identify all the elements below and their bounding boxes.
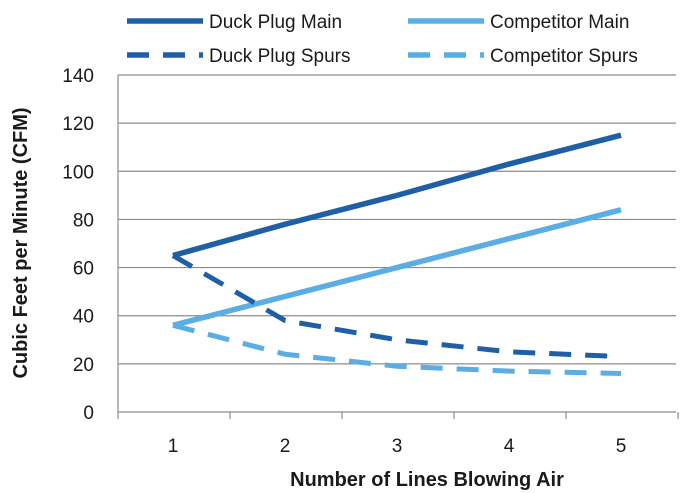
series-line-duck-plug-spurs (171, 253, 622, 360)
y-tick-label-120: 120 (62, 114, 94, 135)
y-tick-label-100: 100 (62, 162, 94, 183)
legend-label-duck-plug-spurs: Duck Plug Spurs (209, 46, 351, 67)
tick-labels: 0 20 40 60 80 100 120 140 1 2 3 4 5 (62, 66, 626, 457)
y-tick-label-140: 140 (62, 66, 94, 87)
y-axis-title: Cubic Feet per Minute (CFM) (10, 107, 32, 378)
y-tick-label-20: 20 (73, 355, 94, 376)
legend-label-competitor-main: Competitor Main (490, 12, 629, 33)
legend-label-duck-plug-main: Duck Plug Main (209, 12, 342, 33)
x-axis-title: Number of Lines Blowing Air (290, 469, 564, 491)
x-tick-label-3: 3 (392, 436, 403, 457)
x-tick-label-1: 1 (168, 436, 179, 457)
x-tick-label-2: 2 (280, 436, 291, 457)
series-lines (171, 132, 622, 376)
legend: Duck Plug Main Competitor Main Duck Plug S… (127, 12, 638, 67)
y-tick-label-0: 0 (83, 403, 94, 424)
x-tick-label-4: 4 (504, 436, 515, 457)
axes (117, 75, 679, 419)
y-tick-label-80: 80 (73, 210, 94, 231)
legend-label-competitor-spurs: Competitor Spurs (490, 46, 638, 67)
y-tick-label-60: 60 (73, 259, 94, 280)
y-tick-label-40: 40 (73, 307, 94, 328)
x-tick-label-5: 5 (616, 436, 627, 457)
